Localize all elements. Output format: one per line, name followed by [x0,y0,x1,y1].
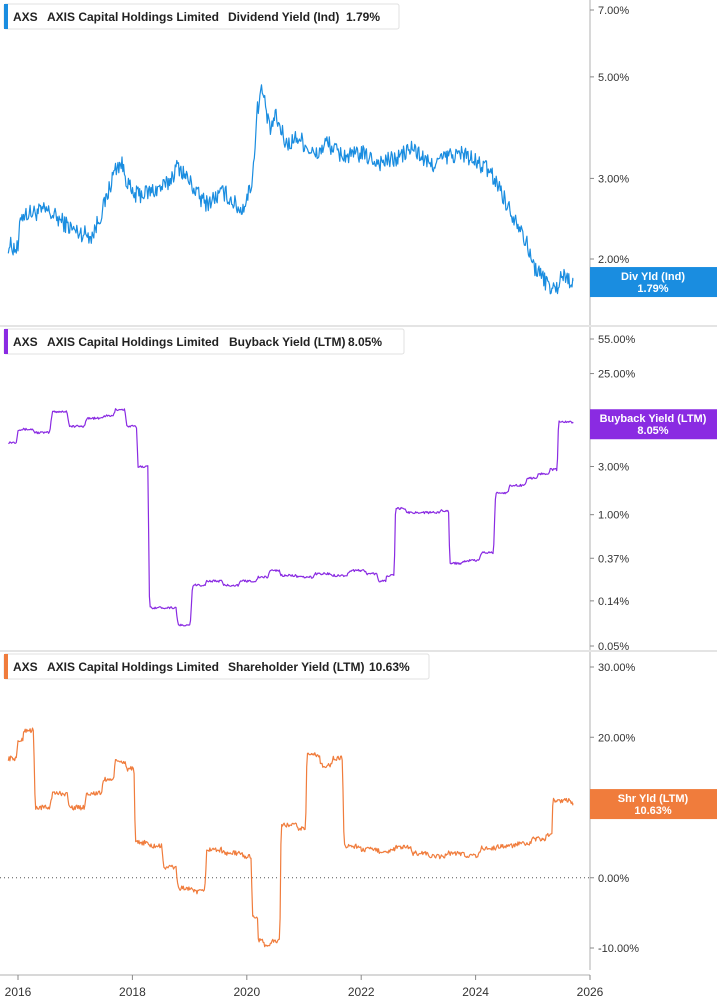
legend-metric: Shareholder Yield (LTM) [228,660,364,674]
y-tick-label: 25.00% [598,369,636,381]
series-line [8,408,574,627]
legend: AXS AXIS Capital Holdings Limited Dividend… [3,3,400,30]
x-tick-label: 2026 [577,985,604,999]
x-axis: 2016 2018 2020 2022 2024 2026 [0,974,604,999]
legend-value: 8.05% [348,335,382,349]
value-badge: Div Yld (Ind)1.79% [590,267,717,298]
y-tick-label: 0.00% [598,873,629,885]
y-tick-label: 5.00% [598,72,629,84]
y-tick-label: -10.00% [598,943,639,955]
legend-ticker: AXS [13,660,38,674]
value-badge-label: Buyback Yield (LTM) [600,413,707,425]
y-tick-label: 3.00% [598,462,629,474]
value-badge-value: 10.63% [634,805,672,817]
y-tick-label: 1.00% [598,510,629,522]
chart-panels: 7.00% 5.00% 3.00% 2.00% AXS AXIS Capital Hold… [0,0,717,970]
x-tick-label: 2024 [462,985,489,999]
legend-ticker: AXS [13,10,38,24]
y-tick-label: 0.05% [598,641,629,653]
x-tick-label: 2020 [233,985,260,999]
buyback-yield-panel: 55.00% 25.00% 3.00% 1.00% 0.37% 0.14% 0.05% AXS… [0,327,717,653]
legend-value: 10.63% [369,660,410,674]
y-tick-label: 2.00% [598,254,629,266]
legend-metric: Dividend Yield (Ind) [228,10,339,24]
y-tick-label: 20.00% [598,732,636,744]
y-tick-label: 7.00% [598,5,629,17]
value-badge-bg [590,789,717,820]
legend-value: 1.79% [346,10,380,24]
legend-color-bar [4,654,8,679]
y-tick-label: 55.00% [598,334,636,346]
x-tick-label: 2016 [5,985,32,999]
y-tick-label: 0.14% [598,596,629,608]
value-badge-label: Shr Yld (LTM) [618,793,689,805]
x-tick-label: 2018 [119,985,146,999]
y-tick-label: 0.37% [598,553,629,565]
value-badge: Shr Yld (LTM)10.63% [590,789,717,820]
series-line [7,84,574,295]
value-badge-bg [590,267,717,298]
legend: AXS AXIS Capital Holdings Limited Buyback … [3,328,405,355]
y-tick-label: 3.00% [598,173,629,185]
dividend-yield-panel: 7.00% 5.00% 3.00% 2.00% AXS AXIS Capital Hold… [0,0,717,327]
legend-company: AXIS Capital Holdings Limited [47,660,219,674]
legend-ticker: AXS [13,335,38,349]
legend-company: AXIS Capital Holdings Limited [47,335,219,349]
legend-metric: Buyback Yield (LTM) [229,335,345,349]
legend: AXS AXIS Capital Holdings Limited Sharehol… [3,653,430,680]
y-tick-label: 30.00% [598,662,636,674]
legend-color-bar [4,4,8,29]
legend-company: AXIS Capital Holdings Limited [47,10,219,24]
value-badge-label: Div Yld (Ind) [621,271,685,283]
series-line [7,727,574,948]
value-badge-bg [590,409,717,440]
x-tick-label: 2022 [348,985,375,999]
value-badge-value: 8.05% [637,425,668,437]
value-badge-value: 1.79% [637,283,668,295]
legend-color-bar [4,329,8,354]
value-badge: Buyback Yield (LTM)8.05% [590,409,717,440]
